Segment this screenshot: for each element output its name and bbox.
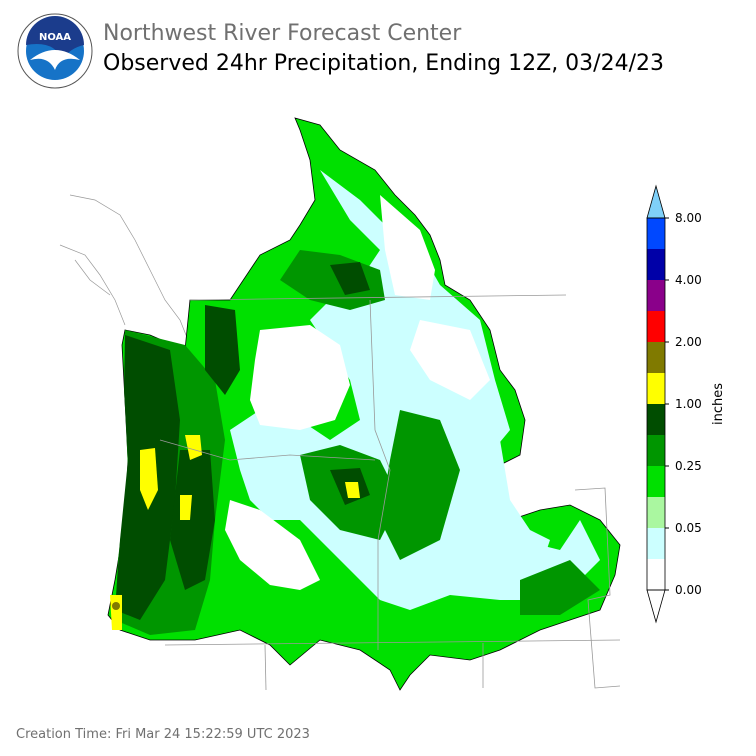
subtitle: Observed 24hr Precipitation, Ending 12Z,…	[103, 51, 664, 76]
tick-label: 0.00	[675, 583, 702, 597]
creation-time: Creation Time: Fri Mar 24 15:22:59 UTC 2…	[16, 727, 310, 742]
state-boundaries	[159, 294, 621, 691]
color-bin	[647, 466, 665, 497]
noaa-logo: NOAA	[17, 13, 93, 89]
color-bin	[647, 342, 665, 373]
color-bin	[647, 497, 665, 528]
color-bin	[647, 404, 665, 435]
color-bin	[647, 249, 665, 280]
tick-label: 0.05	[675, 521, 702, 535]
color-bin	[647, 559, 665, 590]
title: Northwest River Forecast Center	[103, 21, 462, 46]
under-triangle	[646, 589, 666, 624]
color-bin	[647, 435, 665, 466]
logo-text: NOAA	[39, 32, 71, 43]
color-bin	[647, 311, 665, 342]
color-bin	[647, 280, 665, 311]
tick-label: 8.00	[675, 211, 702, 225]
over-triangle	[646, 184, 666, 219]
color-bin	[647, 218, 665, 249]
tick-label: 2.00	[675, 335, 702, 349]
color-bin	[647, 373, 665, 404]
tick-label: 0.25	[675, 459, 702, 473]
color-bin	[647, 528, 665, 559]
tick-label: 4.00	[675, 273, 702, 287]
precip-map	[107, 117, 621, 691]
tick-label: 1.00	[675, 397, 702, 411]
legend-label: inches	[711, 383, 726, 425]
colorbar: 0.00 0.05 0.25 1.00 2.00 4.00 8.00	[646, 184, 702, 624]
